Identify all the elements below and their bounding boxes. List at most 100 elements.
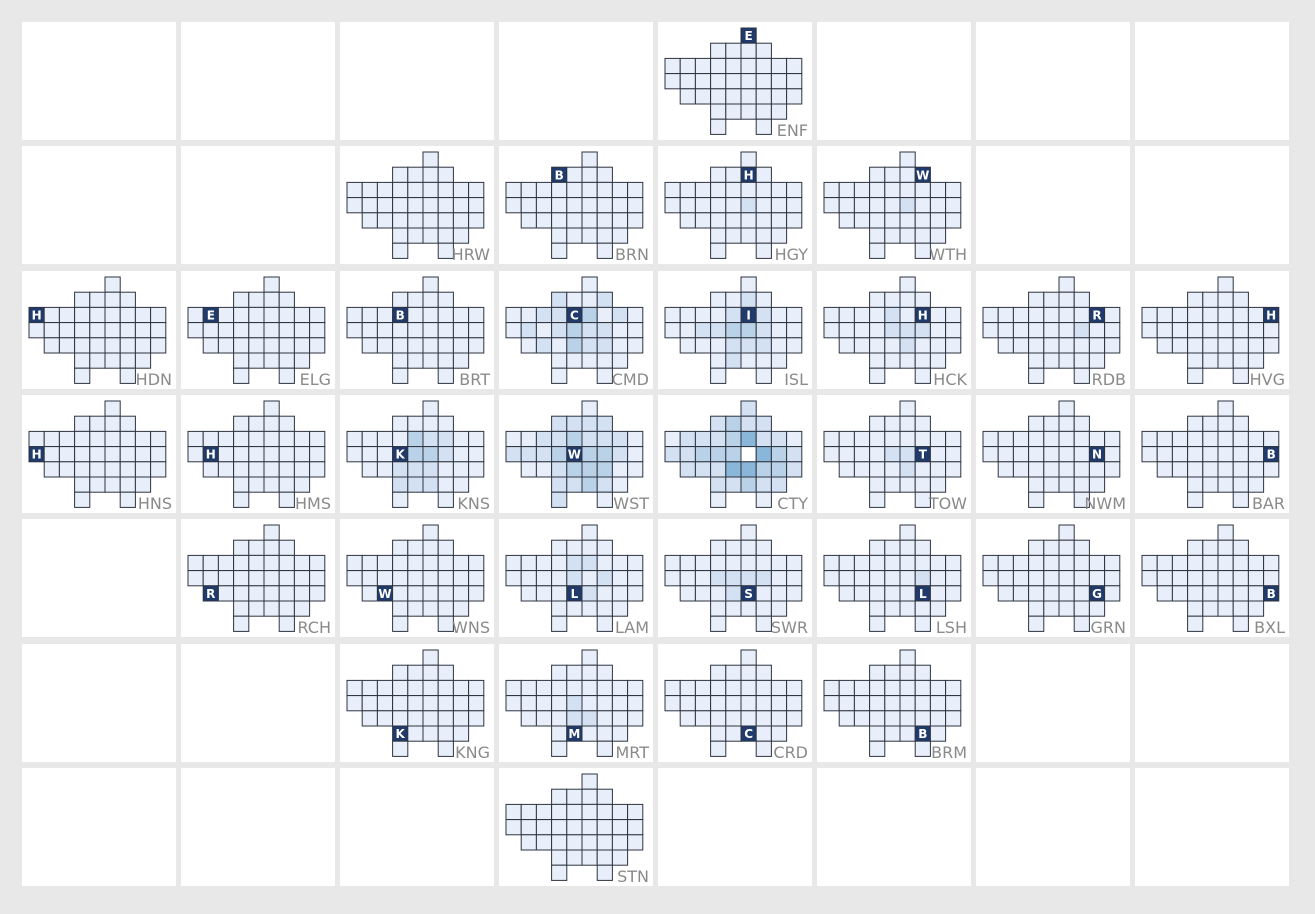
map-square (1141, 554, 1158, 572)
map-square (694, 570, 712, 587)
map-square (710, 291, 727, 308)
map-square (376, 446, 394, 463)
map-square (361, 306, 378, 324)
map-square (914, 554, 931, 572)
map-square (187, 570, 204, 587)
map-square (853, 197, 871, 214)
map-square (248, 446, 265, 463)
map-square (740, 664, 757, 681)
map-square (627, 197, 644, 214)
map-square (679, 306, 696, 324)
map-square (1171, 585, 1189, 602)
map-square (452, 695, 470, 712)
map-square (627, 554, 644, 572)
map-square (202, 322, 219, 339)
map-square (786, 710, 803, 727)
map-square (452, 710, 470, 727)
map-square (468, 710, 485, 727)
map-square (914, 337, 931, 354)
map-square (233, 337, 250, 354)
map-square (437, 725, 454, 742)
map-square (452, 600, 470, 617)
focus-letter: S (744, 587, 753, 601)
map-square (566, 352, 583, 369)
map-square (293, 476, 311, 493)
map-square (293, 570, 311, 587)
map-square (884, 710, 901, 727)
map-square (627, 570, 644, 587)
panel-mrt: M MRT (505, 649, 649, 762)
map-square (89, 446, 106, 463)
focus-letter: H (32, 448, 42, 462)
map-square (58, 446, 76, 463)
map-square (710, 367, 727, 384)
focus-letter: L (571, 587, 579, 601)
map-square (679, 695, 696, 712)
map-square (581, 539, 598, 556)
map-square (468, 430, 485, 448)
map-square (119, 476, 136, 493)
map-square (551, 695, 568, 712)
map-square (869, 491, 886, 508)
map-square (309, 570, 326, 587)
map-square (437, 679, 454, 697)
map-square (293, 446, 311, 463)
map-square (755, 740, 772, 757)
map-square (1156, 570, 1173, 587)
map-square (725, 103, 742, 120)
map-square (679, 322, 696, 339)
map-square (452, 679, 470, 697)
map-square (1043, 430, 1060, 448)
map-square (1073, 415, 1090, 432)
map-square (278, 367, 295, 384)
map-square (293, 585, 311, 602)
map-square (1187, 539, 1204, 556)
borough-code: BAR (1252, 494, 1285, 513)
map-square (1073, 461, 1090, 478)
map-square (520, 803, 537, 821)
map-square (520, 306, 537, 324)
map-square (119, 306, 136, 324)
grid-cell (1135, 22, 1289, 140)
map-square (725, 166, 742, 183)
map-square (679, 181, 696, 199)
map-square (581, 181, 598, 199)
map-square (551, 476, 568, 493)
map-square (853, 679, 871, 697)
map-square (407, 212, 424, 229)
map-square (187, 306, 204, 324)
map-square (278, 615, 295, 632)
map-square (437, 415, 454, 432)
map-square (422, 337, 439, 354)
map-square (581, 788, 598, 805)
map-square (566, 430, 583, 448)
map-square (1088, 461, 1106, 478)
map-square (263, 306, 280, 324)
map-square (278, 476, 295, 493)
map-square (551, 615, 568, 632)
map-square (1012, 570, 1030, 587)
map-square (596, 788, 613, 805)
map-square (710, 73, 727, 90)
map-square (566, 166, 583, 183)
map-square (945, 585, 962, 602)
map-square (376, 430, 394, 448)
map-square (1028, 491, 1045, 508)
map-square (248, 539, 265, 556)
map-square (1088, 322, 1106, 339)
map-square (520, 710, 537, 727)
map-square (134, 352, 152, 369)
map-square (929, 181, 947, 199)
map-square (755, 291, 772, 308)
map-square (392, 539, 409, 556)
focus-letter: W (568, 448, 581, 462)
map-square (1263, 322, 1280, 339)
map-square (422, 227, 439, 244)
map-square (437, 306, 454, 324)
map-square (755, 306, 772, 324)
panel-cmd: C CMD (505, 276, 649, 389)
map-square (664, 181, 681, 199)
map-square (611, 352, 629, 369)
map-square (1247, 476, 1265, 493)
map-square (278, 570, 295, 587)
